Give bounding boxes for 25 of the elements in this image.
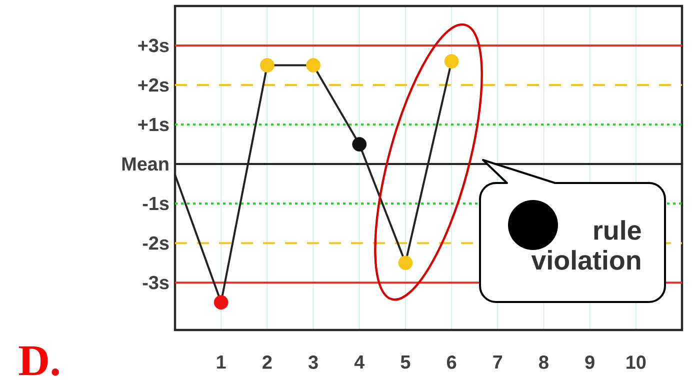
y-tick-label: -1s	[142, 196, 169, 210]
x-tick-label: 4	[354, 356, 365, 369]
y-tick-label: Mean	[122, 157, 168, 171]
x-tick-label: 5	[400, 356, 410, 369]
y-tick-label: -2s	[142, 236, 169, 250]
x-tick-label: 3	[308, 356, 318, 369]
x-tick-label: 7	[493, 356, 502, 369]
point	[260, 58, 274, 72]
x-tick-label: 8	[539, 356, 548, 369]
x-tick-label: 10	[626, 356, 646, 369]
x-tick-label: 9	[585, 356, 594, 369]
y-tick-label: -3s	[142, 276, 169, 290]
x-tick-label: 6	[446, 356, 456, 369]
point	[352, 137, 367, 152]
point	[306, 58, 320, 72]
point	[444, 54, 459, 69]
annotation: rule violation	[531, 220, 641, 270]
y-tick-label: +1s	[138, 118, 169, 132]
text: D.	[18, 346, 59, 376]
x-tick-label: 2	[262, 356, 272, 369]
x-tick-label: 1	[217, 356, 226, 369]
point	[214, 295, 228, 310]
y-tick-label: +3s	[138, 38, 169, 52]
y-tick-label: +2s	[138, 78, 169, 92]
point	[398, 256, 413, 270]
